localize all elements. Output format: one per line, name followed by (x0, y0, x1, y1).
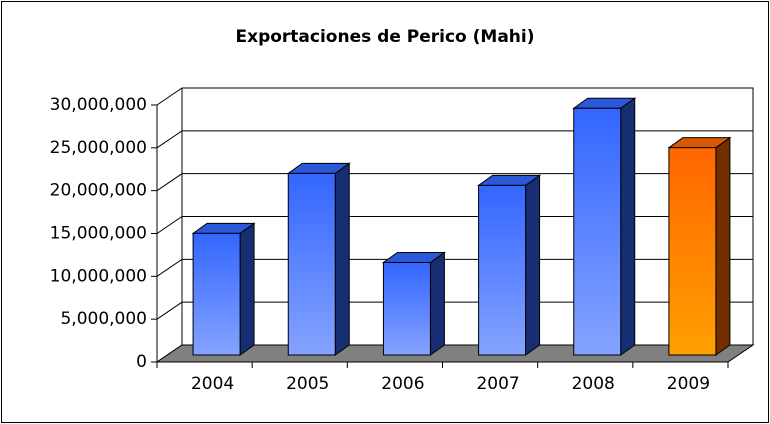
bar (478, 184, 527, 356)
x-tick-label: 2009 (667, 374, 710, 394)
bar-side (715, 136, 731, 356)
grid-line (156, 301, 753, 320)
bar-side (620, 97, 636, 356)
y-tick-label: 10,000,000 (50, 266, 147, 286)
grid-line (156, 216, 753, 234)
x-tick-label: 2004 (191, 374, 234, 394)
bar-side (334, 162, 350, 356)
bar (382, 261, 431, 356)
y-tick-label: 0 (136, 352, 147, 372)
bar (573, 107, 622, 356)
grid-line (156, 87, 753, 106)
bar-side (525, 174, 541, 356)
grid-line (156, 130, 753, 149)
x-tick-label: 2007 (476, 374, 519, 394)
y-tick-label: 15,000,000 (50, 224, 147, 244)
y-tick-label: 5,000,000 (60, 309, 147, 329)
x-tick-label: 2008 (572, 374, 615, 394)
x-tick-label: 2006 (381, 374, 424, 394)
y-tick-label: 20,000,000 (50, 181, 147, 201)
bar (668, 147, 717, 356)
bar (192, 232, 241, 356)
x-tick-label: 2005 (286, 374, 329, 394)
y-tick-label: 30,000,000 (50, 95, 147, 115)
grid-line (156, 258, 753, 277)
chart-title: Exportaciones de Perico (Mahi) (235, 27, 534, 47)
grid-line (156, 173, 753, 192)
y-tick-label: 25,000,000 (50, 138, 147, 158)
bar-side (429, 251, 445, 356)
bar (287, 172, 336, 356)
bar-side (239, 222, 255, 356)
